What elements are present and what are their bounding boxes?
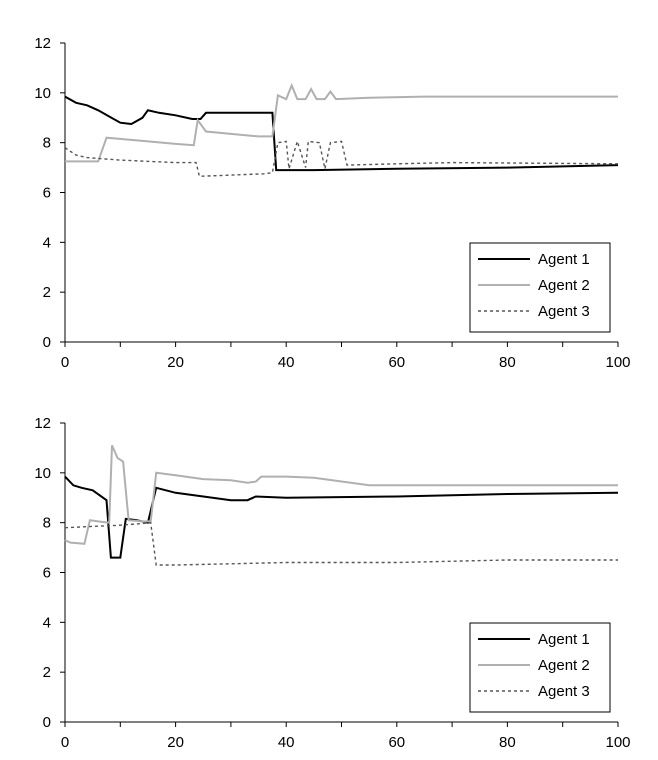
y-tick-label: 12 xyxy=(34,415,51,432)
legend-label-agent-1: Agent 1 xyxy=(538,251,590,268)
series-line-agent-1 xyxy=(64,95,619,172)
series-line-agent-1 xyxy=(64,475,619,559)
x-tick-label: 20 xyxy=(167,734,184,751)
legend-label-agent-2: Agent 2 xyxy=(538,657,590,674)
chart-bottom: 0 2 4 6 8 10 12 0 20 40 60 80 100 Agent 1 Agent 2 Agent… xyxy=(34,415,630,751)
y-tick-label: 12 xyxy=(34,35,51,52)
y-tick-label: 4 xyxy=(43,614,51,631)
x-tick-label: 0 xyxy=(61,354,69,371)
series-line-agent-2 xyxy=(64,444,618,545)
legend-label-agent-2: Agent 2 xyxy=(538,277,590,294)
x-tick-label: 100 xyxy=(605,734,630,751)
x-tick-label: 60 xyxy=(388,354,405,371)
series-line-agent-3 xyxy=(64,139,619,178)
legend-box xyxy=(469,622,611,713)
y-tick-label: 8 xyxy=(43,515,51,532)
series-line-agent-3 xyxy=(64,521,618,566)
series-line-agent-2 xyxy=(65,82,618,163)
y-tick-label: 6 xyxy=(43,565,51,582)
y-tick-label: 0 xyxy=(43,334,51,351)
y-tick-label: 10 xyxy=(34,465,51,482)
legend-label-agent-1: Agent 1 xyxy=(538,631,590,648)
y-tick-label: 8 xyxy=(43,135,51,152)
y-tick-label: 6 xyxy=(43,185,51,202)
legend-label-agent-3: Agent 3 xyxy=(538,683,590,700)
y-tick-label: 10 xyxy=(34,85,51,102)
x-tick-label: 60 xyxy=(388,734,405,751)
legend-label-agent-3: Agent 3 xyxy=(538,303,590,320)
y-tick-label: 0 xyxy=(43,714,51,731)
x-tick-label: 80 xyxy=(499,734,516,751)
chart-top: 0 2 4 6 8 10 12 0 20 40 60 80 100 Agent 1 Agent 2 Agent… xyxy=(34,35,630,371)
x-tick-label: 80 xyxy=(499,354,516,371)
legend-box xyxy=(469,242,611,333)
x-tick-label: 100 xyxy=(605,354,630,371)
x-tick-label: 40 xyxy=(278,354,295,371)
y-tick-label: 2 xyxy=(43,284,51,301)
x-tick-label: 0 xyxy=(61,734,69,751)
y-tick-label: 4 xyxy=(43,234,51,251)
x-tick-label: 20 xyxy=(167,354,184,371)
y-tick-label: 2 xyxy=(43,664,51,681)
x-tick-label: 40 xyxy=(278,734,295,751)
